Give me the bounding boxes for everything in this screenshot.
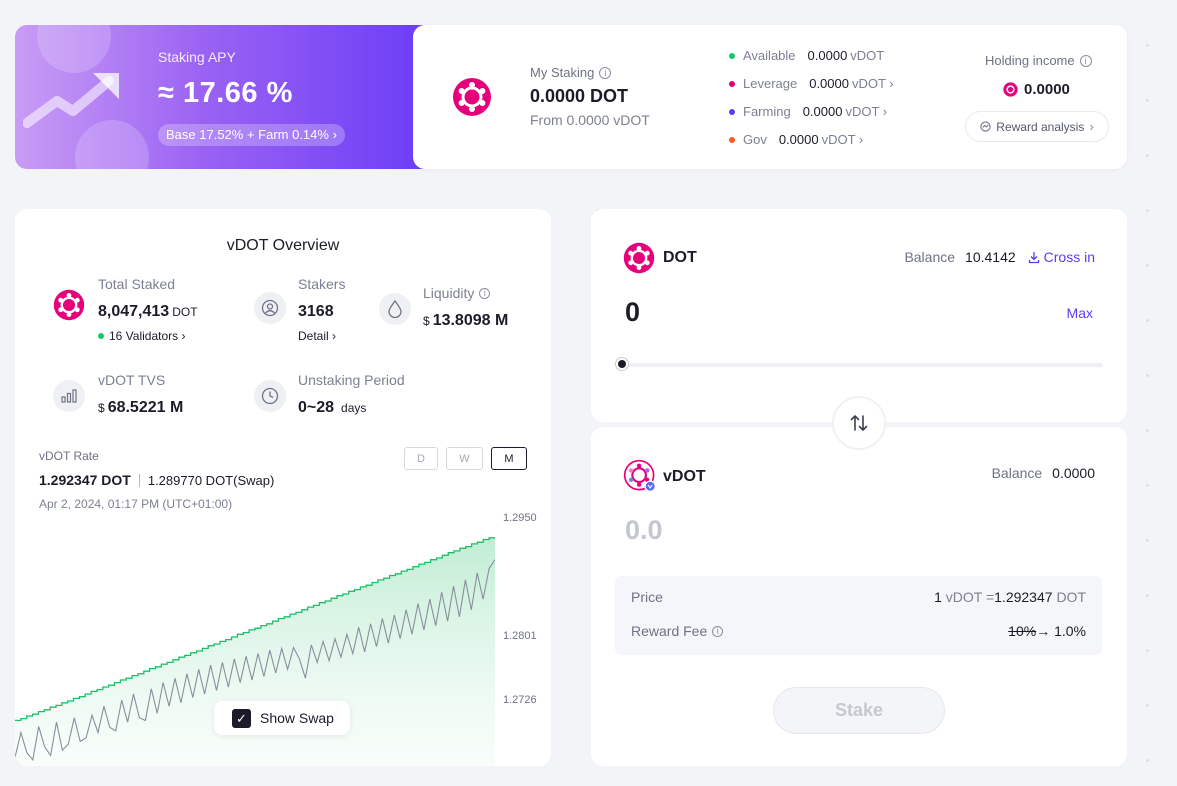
trend-up-icon <box>23 73 119 128</box>
stakers-label: Stakers <box>298 276 346 292</box>
stakers-value: 3168 <box>298 303 334 320</box>
info-icon[interactable]: i <box>1079 54 1092 67</box>
tvs-value: $68.5221 M <box>98 399 184 416</box>
my-staking-card: My Staking i 0.0000 DOT From 0.0000 vDOT… <box>413 25 1127 169</box>
check-icon: ✓ <box>232 708 251 728</box>
to-token-card: vDOT Balance 0.0000 0.0 Price 1 vDOT =1.… <box>591 427 1127 766</box>
y-tick-label: 1.2726 <box>503 694 537 706</box>
dot-token-icon <box>623 242 655 274</box>
liquidity-value: $13.8098 M <box>423 312 509 329</box>
amount-slider-handle[interactable] <box>616 358 628 370</box>
decor-circle <box>37 25 111 73</box>
dot-token-icon <box>1003 82 1018 97</box>
from-amount-input[interactable]: 0 <box>625 297 641 327</box>
drop-icon <box>379 293 411 325</box>
rate-label: vDOT Rate <box>39 449 99 463</box>
rate-value: 1.292347 DOT 1.289770 DOT(Swap) <box>39 472 275 488</box>
status-dot <box>98 333 104 339</box>
swap-direction-button[interactable] <box>832 396 886 450</box>
legend-leverage[interactable]: Leverage 0.0000 vDOT › <box>729 76 894 91</box>
swap-line <box>15 559 495 762</box>
stakers-detail-link[interactable]: Detail › <box>298 329 337 343</box>
stake-button[interactable]: Stake <box>773 687 945 734</box>
range-week-button[interactable]: W <box>446 447 483 470</box>
my-staking-value: 0.0000 DOT <box>530 86 629 106</box>
status-dot <box>729 80 735 87</box>
rate-line <box>15 537 495 722</box>
legend-gov[interactable]: Gov 0.0000 vDOT › <box>729 132 863 147</box>
info-icon[interactable]: i <box>599 66 612 79</box>
vdot-overview-card: vDOT Overview Total Staked 8,047,413 DOT … <box>15 209 551 766</box>
unstaking-value: 0~28 days <box>298 399 367 416</box>
my-staking-label: My Staking i <box>530 65 612 80</box>
validators-link[interactable]: 16 Validators › <box>98 329 185 343</box>
unstaking-label: Unstaking Period <box>298 372 405 388</box>
overview-title: vDOT Overview <box>226 237 340 254</box>
price-info-box: Price 1 vDOT =1.292347 DOT Reward Fee i … <box>615 576 1102 655</box>
to-amount-input[interactable]: 0.0 <box>625 515 663 545</box>
from-balance: Balance 10.4142 Cross in <box>904 249 1095 265</box>
reward-analysis-button[interactable]: Reward analysis › <box>965 111 1109 142</box>
swap-arrows-icon <box>850 415 868 431</box>
download-icon <box>1028 251 1039 263</box>
reward-fee-row: Reward Fee i 10%→ 1.0% <box>631 623 1086 639</box>
from-token-name: DOT <box>663 249 697 266</box>
bar-chart-icon <box>53 380 85 412</box>
price-row: Price 1 vDOT =1.292347 DOT <box>631 589 1086 605</box>
legend-available: Available 0.0000 vDOT <box>729 48 884 63</box>
y-tick-label: 1.2950 <box>503 512 537 524</box>
amount-slider-track[interactable] <box>621 363 1103 367</box>
apy-value: ≈ 17.66 % <box>158 77 293 109</box>
total-staked-value: 8,047,413 DOT <box>98 303 198 320</box>
divider <box>138 473 140 487</box>
chart-circle-icon <box>980 121 991 132</box>
info-icon[interactable]: i <box>712 625 724 637</box>
info-icon[interactable]: i <box>479 287 491 299</box>
liquidity-label: Liquidity i <box>423 285 491 301</box>
y-tick-label: 1.2801 <box>503 630 537 642</box>
holding-income-value: 0.0000 <box>1003 81 1070 98</box>
rate-chart <box>15 537 495 766</box>
apy-banner: Staking APY ≈ 17.66 % Base 17.52% + Farm… <box>15 25 435 169</box>
range-month-button[interactable]: M <box>491 447 527 470</box>
status-dot <box>729 108 735 115</box>
status-dot <box>729 52 735 59</box>
rate-area <box>15 537 495 766</box>
dot-token-icon <box>53 289 85 321</box>
rate-date: Apr 2, 2024, 01:17 PM (UTC+01:00) <box>39 497 233 511</box>
max-button[interactable]: Max <box>1066 305 1093 321</box>
to-token-name: vDOT <box>663 468 706 485</box>
clock-icon <box>254 380 286 412</box>
vdot-token-icon <box>623 459 656 492</box>
apy-breakdown-link[interactable]: Base 17.52% + Farm 0.14% › <box>158 124 345 146</box>
my-staking-from: From 0.0000 vDOT <box>530 112 650 128</box>
show-swap-checkbox[interactable]: ✓ Show Swap <box>214 701 350 735</box>
cross-in-link[interactable]: Cross in <box>1028 249 1095 265</box>
apy-label: Staking APY <box>158 49 236 65</box>
from-token-card: DOT Balance 10.4142 Cross in 0 Max <box>591 209 1127 422</box>
status-dot <box>729 136 735 143</box>
dot-token-icon <box>453 78 491 116</box>
user-icon <box>254 292 286 324</box>
to-balance: Balance 0.0000 <box>991 465 1095 481</box>
legend-farming[interactable]: Farming 0.0000 vDOT › <box>729 104 887 119</box>
holding-income-label: Holding income i <box>985 53 1092 68</box>
range-day-button[interactable]: D <box>404 447 438 470</box>
total-staked-label: Total Staked <box>98 276 176 292</box>
tvs-label: vDOT TVS <box>98 372 166 388</box>
chevron-right-icon: › <box>1089 119 1094 134</box>
